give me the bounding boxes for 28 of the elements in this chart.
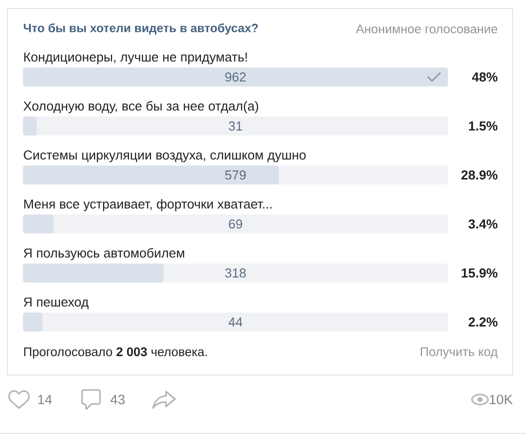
text: 28.9% xyxy=(461,170,498,180)
text: 10K xyxy=(490,394,513,404)
text: 48% xyxy=(472,72,498,82)
text: 3.4% xyxy=(468,219,498,229)
text: 2.2% xyxy=(468,317,498,327)
data-label: 318 xyxy=(225,268,246,278)
bar xyxy=(23,214,54,234)
chart-title: Что бы вы хотели видеть в автобусах? xyxy=(24,23,258,35)
bar xyxy=(23,312,42,332)
text: 14 xyxy=(38,394,52,404)
y-tick-label: Кондиционеры, лучше не придумать! xyxy=(24,52,247,64)
y-tick-label: Я пользуюсь автомобилем xyxy=(24,248,184,260)
data-label: 579 xyxy=(225,170,246,180)
text: 43 xyxy=(110,394,125,404)
text: Анонимное голосование xyxy=(356,24,498,34)
text: Получить код xyxy=(420,347,498,359)
text: 1.5% xyxy=(468,121,498,131)
y-tick-label: Холодную воду, все бы за нее отдал(а) xyxy=(24,100,258,114)
data-label: 31 xyxy=(228,121,242,131)
bar xyxy=(23,116,37,136)
text: 15.9% xyxy=(462,268,498,278)
y-tick-label: Системы циркуляции воздуха, слишком душно xyxy=(24,150,306,162)
text: Проголосовало 2 003 человека. xyxy=(24,347,207,359)
data-label: 962 xyxy=(225,72,246,82)
data-label: 44 xyxy=(228,318,242,326)
y-tick-label: Меня все устраивает, форточки хватает... xyxy=(24,199,272,212)
y-tick-label: Я пешеход xyxy=(24,298,89,310)
data-label: 69 xyxy=(228,219,242,229)
